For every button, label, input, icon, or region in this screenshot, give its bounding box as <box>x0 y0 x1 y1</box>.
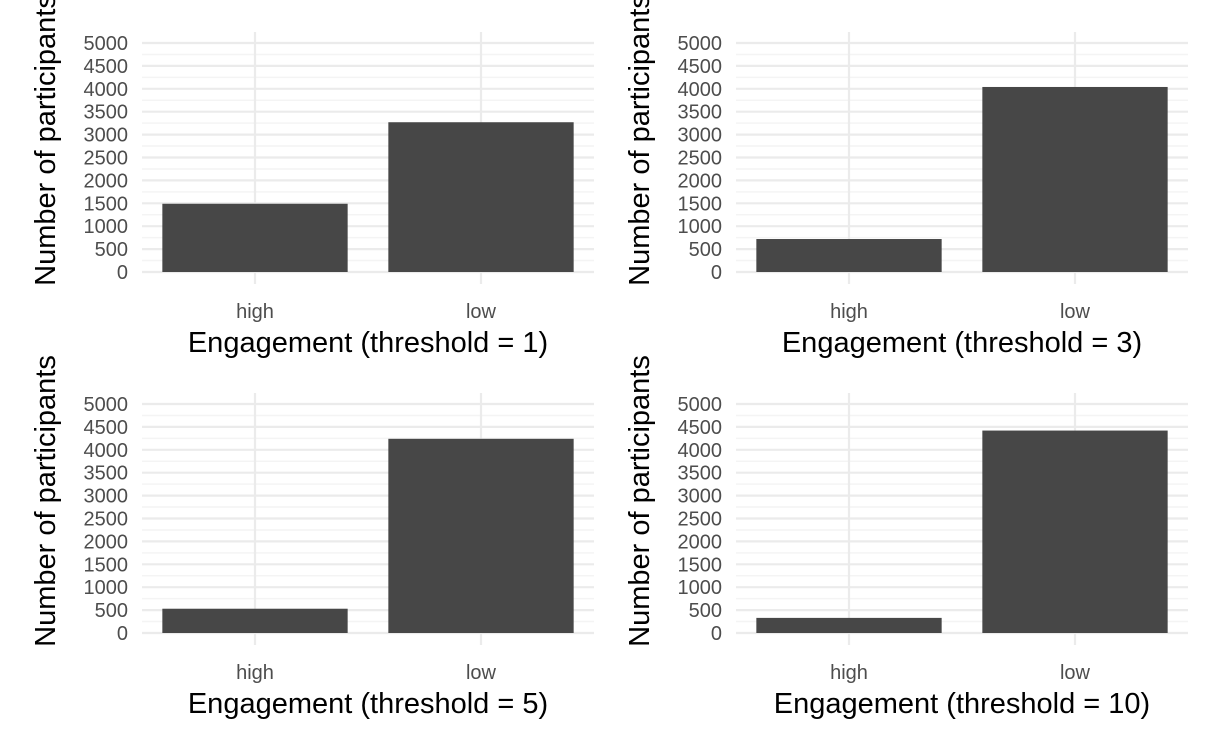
x-tick-label: high <box>236 662 274 684</box>
y-tick-label: 4500 <box>84 417 129 439</box>
x-tick-label: high <box>830 662 868 684</box>
bar-low <box>982 430 1168 633</box>
y-tick-label: 500 <box>95 600 128 622</box>
bar-low <box>388 122 574 272</box>
y-tick-label: 5000 <box>678 394 723 416</box>
chart-panel-threshold-1: 0500100015002000250030003500400045005000… <box>30 0 594 359</box>
chart-panel-threshold-10: 0500100015002000250030003500400045005000… <box>624 355 1188 720</box>
x-tick-label: low <box>1060 301 1091 323</box>
chart-panel-threshold-5: 0500100015002000250030003500400045005000… <box>30 355 594 720</box>
chart-panel-threshold-3: 0500100015002000250030003500400045005000… <box>624 0 1188 359</box>
y-tick-label: 3500 <box>84 102 129 124</box>
x-tick-label: low <box>466 662 497 684</box>
y-axis-title: Number of participants <box>30 0 62 286</box>
y-tick-label: 3500 <box>678 463 723 485</box>
x-axis-title: Engagement (threshold = 5) <box>188 688 548 720</box>
y-tick-label: 2500 <box>678 509 723 531</box>
y-tick-label: 5000 <box>84 33 129 55</box>
y-tick-label: 3500 <box>84 463 129 485</box>
y-tick-label: 2000 <box>678 531 723 553</box>
y-tick-label: 2000 <box>84 170 129 192</box>
y-tick-label: 2000 <box>84 531 129 553</box>
y-tick-label: 4000 <box>678 79 723 101</box>
y-tick-label: 1000 <box>84 577 129 599</box>
y-tick-label: 1500 <box>84 193 129 215</box>
x-axis-title: Engagement (threshold = 3) <box>782 327 1142 359</box>
bar-high <box>162 203 348 272</box>
y-tick-label: 4000 <box>84 440 129 462</box>
y-tick-label: 3000 <box>84 486 129 508</box>
y-tick-label: 2000 <box>678 170 723 192</box>
y-tick-label: 0 <box>711 623 722 645</box>
bar-high <box>756 239 942 272</box>
y-tick-label: 3000 <box>678 125 723 147</box>
y-tick-label: 4500 <box>678 56 723 78</box>
y-tick-label: 3000 <box>678 486 723 508</box>
y-tick-label: 3500 <box>678 102 723 124</box>
x-tick-label: high <box>236 301 274 323</box>
y-tick-label: 4500 <box>678 417 723 439</box>
y-tick-label: 4000 <box>678 440 723 462</box>
y-tick-label: 4500 <box>84 56 129 78</box>
y-tick-label: 2500 <box>84 148 129 170</box>
y-tick-label: 1500 <box>84 554 129 576</box>
x-axis-title: Engagement (threshold = 10) <box>774 688 1150 720</box>
y-tick-label: 0 <box>711 262 722 284</box>
y-tick-label: 3000 <box>84 125 129 147</box>
y-tick-label: 5000 <box>84 394 129 416</box>
y-tick-label: 1000 <box>678 577 723 599</box>
y-axis-title: Number of participants <box>30 355 62 647</box>
y-tick-label: 0 <box>117 623 128 645</box>
y-tick-label: 0 <box>117 262 128 284</box>
x-tick-label: high <box>830 301 868 323</box>
y-tick-label: 1500 <box>678 193 723 215</box>
bar-low <box>388 438 574 633</box>
y-tick-label: 2500 <box>84 509 129 531</box>
x-axis-title: Engagement (threshold = 1) <box>188 327 548 359</box>
bar-high <box>162 608 348 633</box>
bar-low <box>982 86 1168 272</box>
y-axis-title: Number of participants <box>624 355 656 647</box>
y-tick-label: 500 <box>95 239 128 261</box>
x-tick-label: low <box>1060 662 1091 684</box>
y-tick-label: 500 <box>689 239 722 261</box>
bar-high <box>756 617 942 633</box>
y-tick-label: 1000 <box>84 216 129 238</box>
y-tick-label: 500 <box>689 600 722 622</box>
y-tick-label: 1000 <box>678 216 723 238</box>
x-tick-label: low <box>466 301 497 323</box>
y-axis-title: Number of participants <box>624 0 656 286</box>
y-tick-label: 4000 <box>84 79 129 101</box>
y-tick-label: 5000 <box>678 33 723 55</box>
y-tick-label: 1500 <box>678 554 723 576</box>
y-tick-label: 2500 <box>678 148 723 170</box>
